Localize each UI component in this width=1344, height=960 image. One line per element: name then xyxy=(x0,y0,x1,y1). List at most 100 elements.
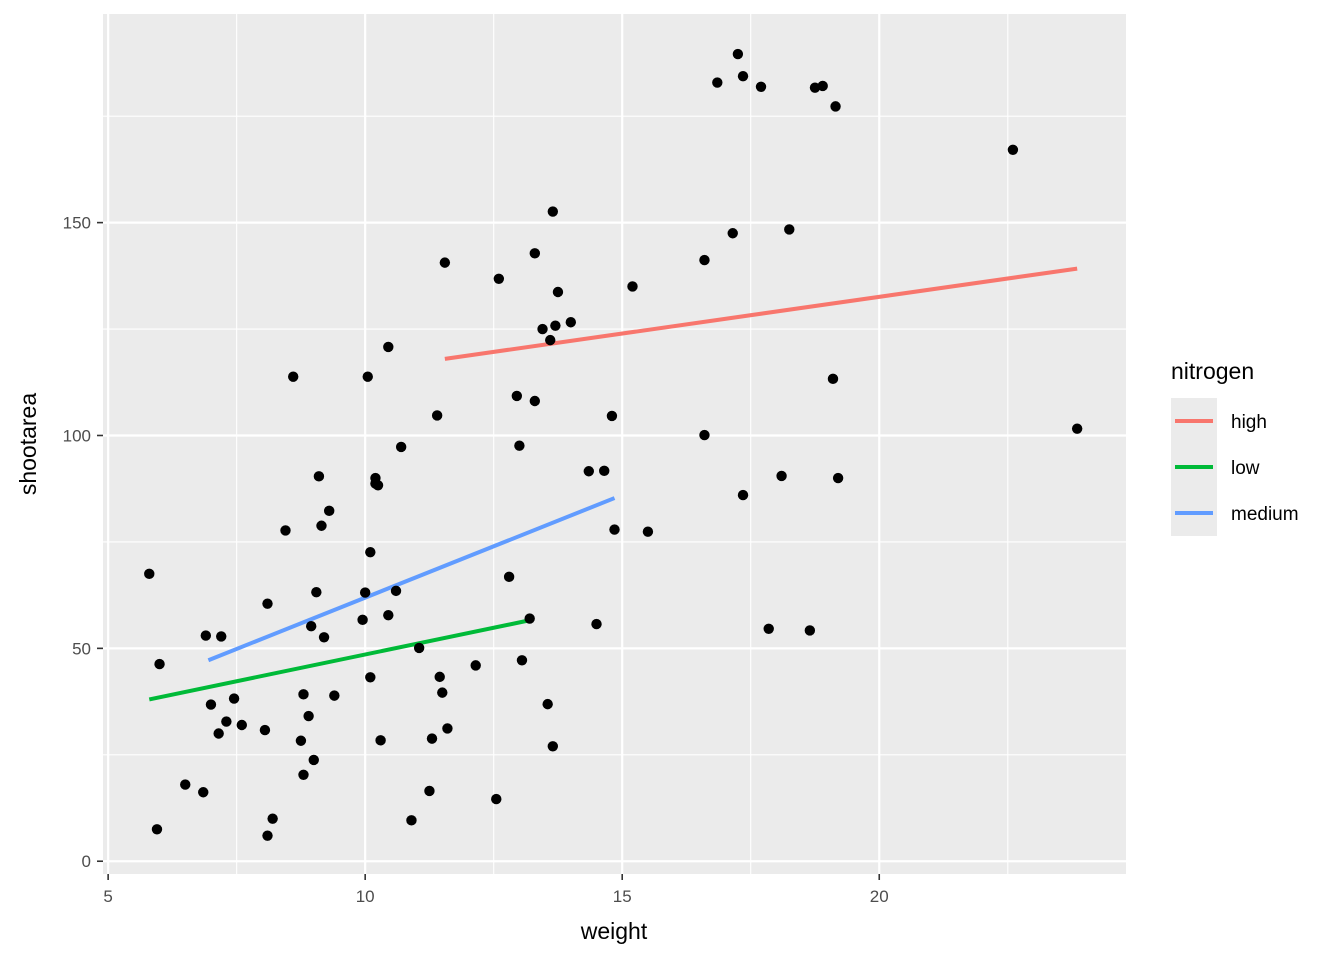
data-point xyxy=(712,77,723,88)
x-axis-ticks: 5 10 15 20 xyxy=(103,874,889,906)
data-point xyxy=(565,317,577,328)
data-point xyxy=(313,471,325,482)
data-point xyxy=(372,480,384,491)
data-point xyxy=(832,472,844,484)
data-point xyxy=(200,630,212,641)
data-point xyxy=(516,655,528,666)
data-point xyxy=(154,658,165,670)
data-point xyxy=(511,390,523,402)
data-point xyxy=(426,733,438,744)
data-point xyxy=(375,735,386,746)
data-point xyxy=(267,813,278,824)
data-point xyxy=(493,273,505,285)
y-axis-ticks: 0 50 100 150 xyxy=(63,214,103,871)
data-point xyxy=(491,793,502,805)
x-tick-label: 20 xyxy=(870,887,889,906)
y-tick-label: 150 xyxy=(63,214,91,233)
data-point xyxy=(642,526,654,537)
data-point xyxy=(442,723,453,734)
data-point xyxy=(390,585,402,597)
data-point xyxy=(503,571,515,583)
data-point xyxy=(804,625,816,636)
data-point xyxy=(514,440,525,451)
data-point xyxy=(1007,144,1019,156)
data-point xyxy=(529,248,541,259)
data-point xyxy=(318,632,330,643)
legend-title: nitrogen xyxy=(1171,358,1254,384)
data-point xyxy=(295,735,307,746)
data-point xyxy=(763,623,774,634)
data-point xyxy=(755,81,767,93)
regression-line-medium xyxy=(207,496,616,663)
data-point xyxy=(583,466,594,477)
data-point xyxy=(699,254,710,266)
data-point xyxy=(316,520,327,531)
data-point xyxy=(305,621,317,632)
y-tick-label: 0 xyxy=(82,852,91,871)
data-point xyxy=(817,80,828,92)
legend-label-medium: medium xyxy=(1231,504,1299,525)
data-point xyxy=(431,410,443,421)
data-point xyxy=(737,70,749,82)
data-point xyxy=(424,785,435,797)
data-points xyxy=(144,48,1083,841)
panel-background xyxy=(103,14,1126,874)
data-point xyxy=(437,687,448,698)
data-point xyxy=(699,429,710,441)
data-point xyxy=(732,48,744,60)
data-point xyxy=(439,257,451,268)
data-point xyxy=(784,224,795,235)
data-point xyxy=(552,286,564,298)
data-point xyxy=(609,524,620,535)
data-point xyxy=(221,716,232,727)
data-point xyxy=(542,698,553,710)
data-point xyxy=(606,410,618,422)
legend-label-low: low xyxy=(1231,458,1260,479)
legend-keys: high low medium xyxy=(1171,398,1299,536)
data-point xyxy=(434,671,445,683)
x-axis-title: weight xyxy=(580,918,648,944)
data-point xyxy=(216,631,227,642)
data-point xyxy=(365,546,376,558)
data-point xyxy=(413,642,425,654)
data-point xyxy=(323,505,335,517)
x-tick-label: 15 xyxy=(613,887,632,906)
data-point xyxy=(329,690,340,701)
data-point xyxy=(524,613,535,624)
data-point xyxy=(591,618,602,630)
data-point xyxy=(830,101,841,112)
data-point xyxy=(627,281,638,292)
data-point xyxy=(180,779,191,790)
data-point xyxy=(259,724,271,736)
x-tick-label: 10 xyxy=(356,887,375,906)
y-tick-label: 100 xyxy=(63,426,91,445)
data-point xyxy=(383,609,394,621)
data-point xyxy=(1071,423,1083,434)
data-point xyxy=(228,693,240,704)
x-tick-label: 5 xyxy=(103,887,112,906)
data-point xyxy=(205,699,217,710)
data-point xyxy=(406,815,417,826)
data-point xyxy=(236,719,247,731)
y-tick-label: 50 xyxy=(72,639,91,658)
data-point xyxy=(737,489,749,501)
legend-label-high: high xyxy=(1231,412,1267,433)
data-point xyxy=(547,206,559,217)
data-point xyxy=(545,334,556,346)
y-axis-title: shootarea xyxy=(15,393,41,496)
data-point xyxy=(359,587,371,598)
data-point xyxy=(213,728,224,739)
data-point xyxy=(537,323,548,335)
grid-major xyxy=(103,14,1126,874)
data-point xyxy=(262,598,273,609)
data-point xyxy=(776,470,787,482)
data-point xyxy=(311,586,322,598)
data-point xyxy=(144,568,155,580)
data-point xyxy=(362,371,373,382)
data-point xyxy=(198,787,209,798)
data-point xyxy=(470,660,481,671)
data-point xyxy=(298,689,309,700)
grid-minor xyxy=(103,14,1126,874)
data-point xyxy=(151,824,163,835)
